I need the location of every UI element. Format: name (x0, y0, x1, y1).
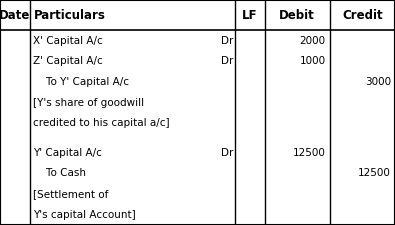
Text: [Y's share of goodwill: [Y's share of goodwill (33, 98, 144, 108)
Text: 12500: 12500 (358, 168, 391, 178)
Text: Date: Date (0, 9, 30, 22)
Text: Dr: Dr (221, 36, 233, 46)
Text: 3000: 3000 (365, 77, 391, 87)
Text: Y' Capital A/c: Y' Capital A/c (33, 148, 102, 158)
Text: To Cash: To Cash (33, 168, 86, 178)
Text: Debit: Debit (279, 9, 315, 22)
Text: Dr: Dr (221, 148, 233, 158)
Text: 12500: 12500 (293, 148, 326, 158)
Text: credited to his capital a/c]: credited to his capital a/c] (33, 118, 169, 128)
Text: Particulars: Particulars (34, 9, 105, 22)
Text: 1000: 1000 (300, 56, 326, 66)
Text: LF: LF (242, 9, 258, 22)
Text: [Settlement of: [Settlement of (33, 189, 108, 199)
Text: Dr: Dr (221, 56, 233, 66)
Text: Y's capital Account]: Y's capital Account] (33, 210, 135, 220)
Text: 2000: 2000 (300, 36, 326, 46)
Text: To Y' Capital A/c: To Y' Capital A/c (33, 77, 129, 87)
Text: Z' Capital A/c: Z' Capital A/c (33, 56, 103, 66)
Text: Credit: Credit (342, 9, 383, 22)
Text: X' Capital A/c: X' Capital A/c (33, 36, 103, 46)
